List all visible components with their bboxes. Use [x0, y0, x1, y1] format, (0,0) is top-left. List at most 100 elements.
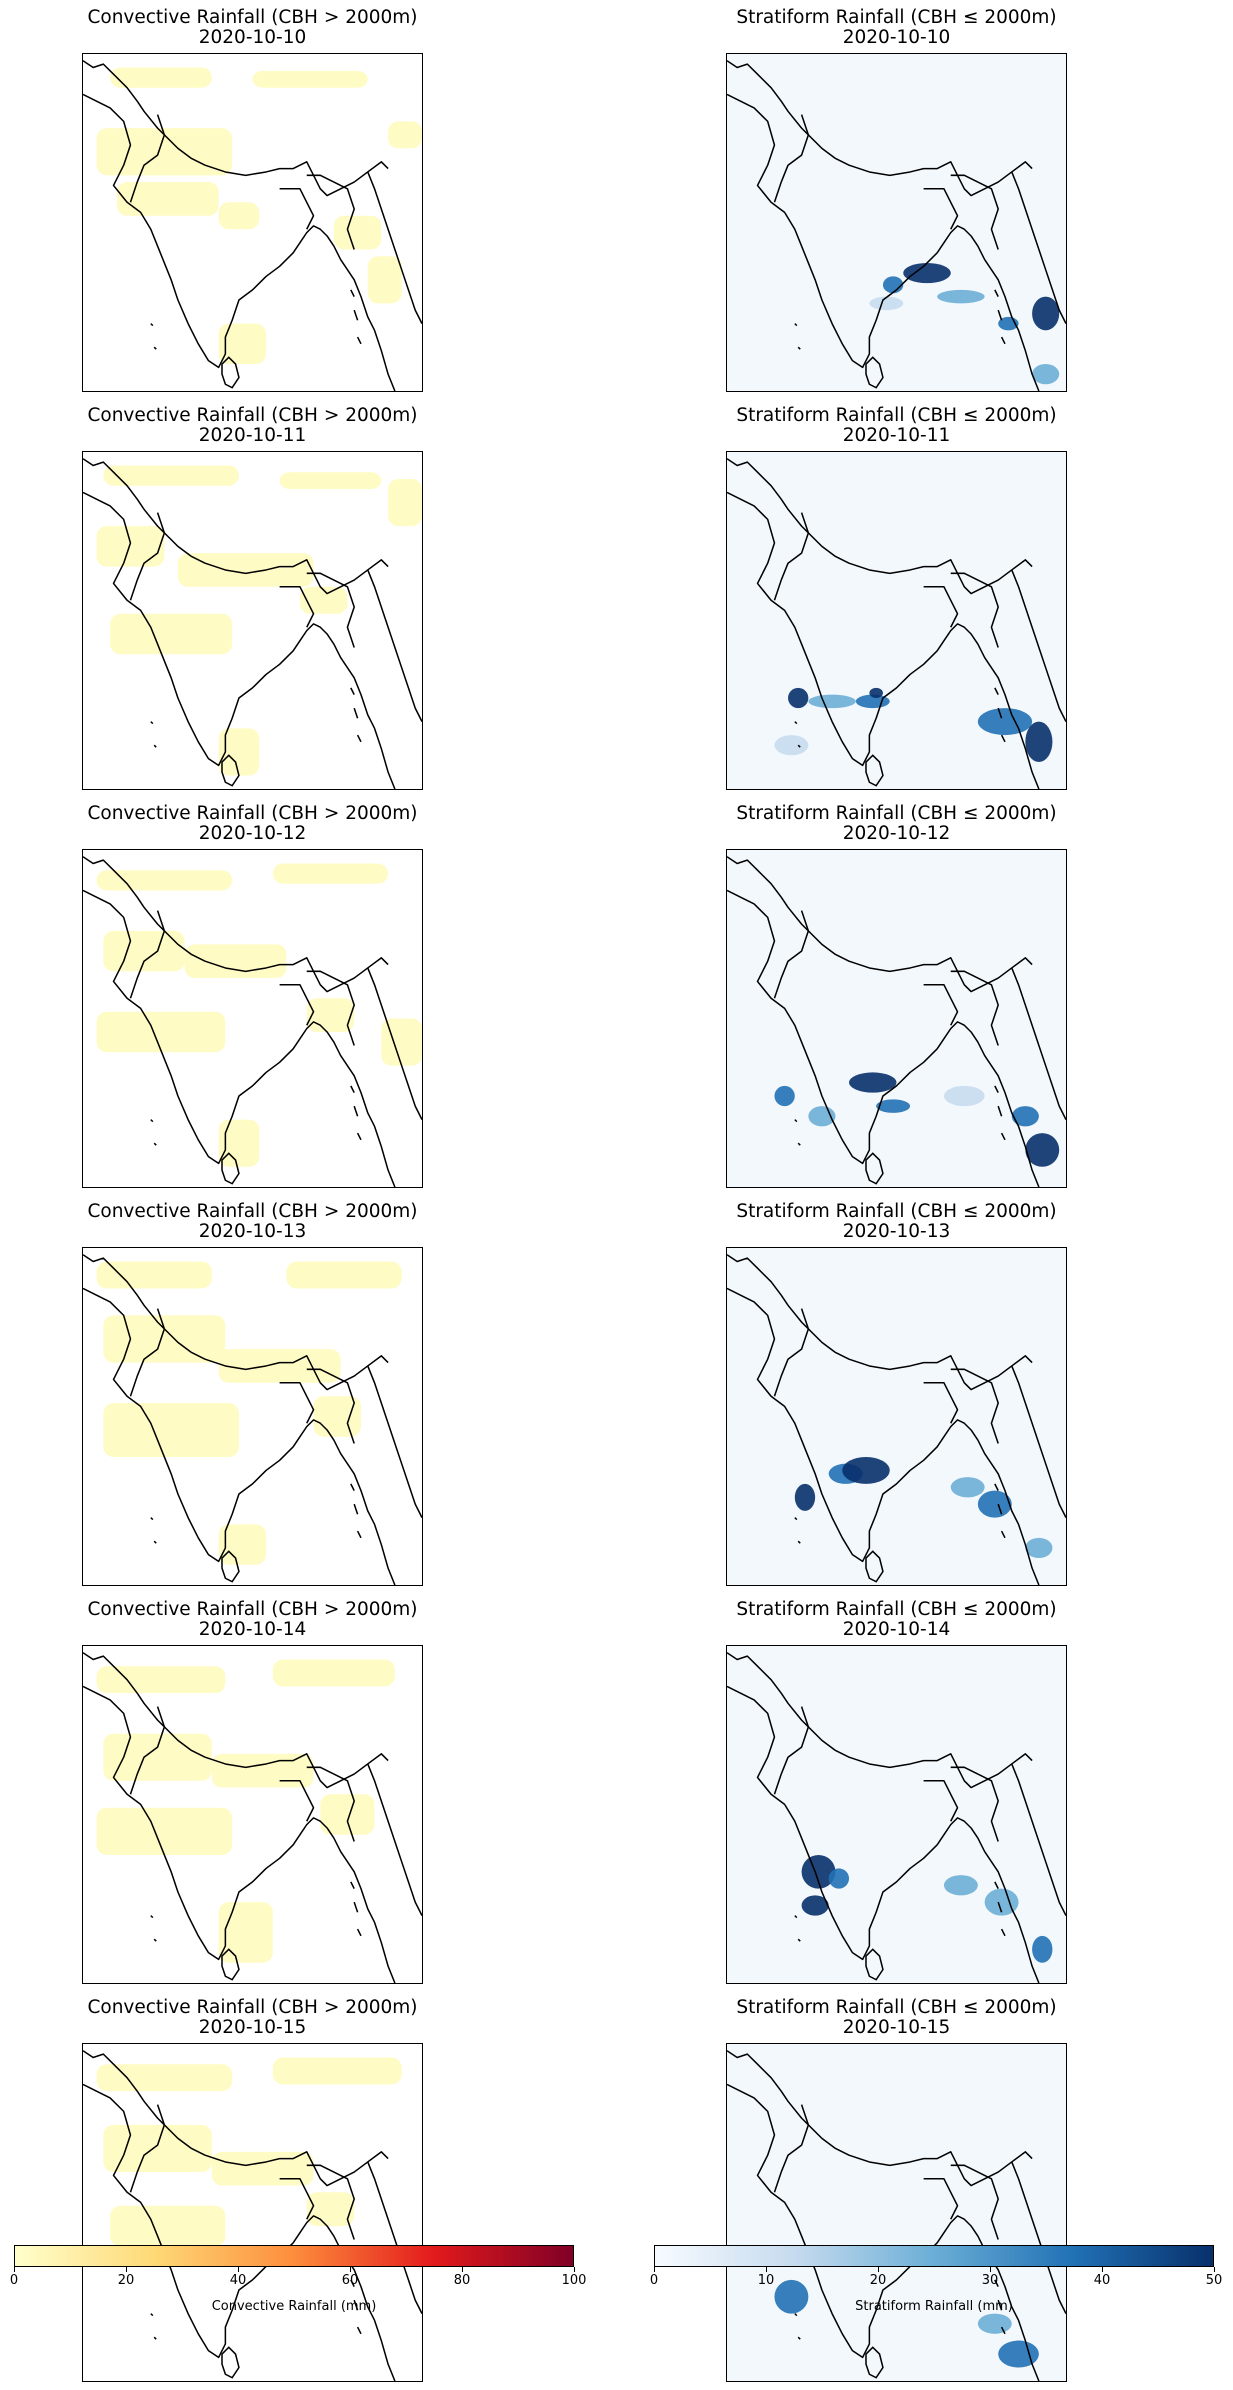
island-marks [794, 2279, 1006, 2340]
panel-title: Convective Rainfall (CBH > 2000m) 2020-10… [43, 1202, 463, 1242]
panel-date: 2020-10-14 [198, 1619, 307, 1640]
convective-colorbar-tick-label: 80 [453, 2273, 471, 2288]
panel-title: Convective Rainfall (CBH > 2000m) 2020-10… [43, 804, 463, 844]
island-marks [794, 1483, 1006, 1544]
country-border [727, 1254, 1033, 1391]
country-border [923, 984, 959, 1026]
country-border [83, 856, 389, 993]
convective-rainfall-map [82, 849, 423, 1188]
convective-rain-area [218, 1119, 260, 1167]
country-border [727, 1652, 1033, 1789]
country-border [773, 1706, 810, 1795]
country-border [367, 2161, 422, 2314]
coastline [727, 93, 1040, 391]
stratiform-colorbar-tick-label: 10 [757, 2273, 775, 2288]
convective-rain-area [306, 2192, 355, 2226]
map-svg [83, 2044, 422, 2381]
map-svg [727, 850, 1066, 1187]
map-svg [727, 1248, 1066, 1585]
country-border [279, 2178, 315, 2220]
convective-rain-area [218, 728, 260, 776]
sri-lanka-outline [221, 754, 240, 787]
convective-rain-area [333, 215, 382, 250]
map-svg [83, 452, 422, 789]
panel-title: Convective Rainfall (CBH > 2000m) 2020-10… [43, 1600, 463, 1640]
stratiform-colorbar-tickmark [654, 2267, 655, 2272]
sri-lanka-outline [865, 1152, 884, 1185]
stratiform-rain-area [1032, 364, 1060, 385]
island-marks [794, 1881, 1006, 1942]
convective-rainfall-map [82, 53, 423, 392]
country-border [727, 2050, 1033, 2187]
stratiform-rain-area [774, 735, 809, 756]
panel-date: 2020-10-10 [198, 27, 307, 48]
country-border [129, 910, 166, 999]
stratiform-rain-area [943, 1875, 978, 1896]
stratiform-colorbar-tick-label: 50 [1205, 2273, 1223, 2288]
convective-colorbar-tickmark [14, 2267, 15, 2272]
convective-rain-area [218, 1524, 267, 1565]
convective-colorbar-tick-label: 100 [561, 2273, 587, 2288]
stratiform-rain-area [903, 262, 951, 284]
island-marks [794, 289, 1006, 350]
country-border [1011, 967, 1066, 1120]
coastline [727, 1685, 1040, 1983]
country-border [129, 512, 166, 601]
sri-lanka-outline [865, 1550, 884, 1583]
panel-title: Convective Rainfall (CBH > 2000m) 2020-10… [43, 406, 463, 446]
sri-lanka-outline [865, 356, 884, 389]
map-svg [83, 1646, 422, 1983]
island-marks [150, 2279, 362, 2340]
sri-lanka-outline [221, 2346, 240, 2379]
convective-rain-area [388, 478, 422, 527]
panel-date: 2020-10-12 [198, 823, 307, 844]
stratiform-rain-area [1032, 1935, 1053, 1963]
country-border [306, 970, 355, 1046]
map-svg [83, 54, 422, 391]
panel-title-text: Stratiform Rainfall (CBH ≤ 2000m) [736, 1997, 1057, 2018]
coastline [83, 491, 396, 789]
stratiform-rain-area [801, 1895, 829, 1916]
stratiform-rain-area [1025, 721, 1053, 763]
panel-date: 2020-10-10 [842, 27, 951, 48]
sri-lanka-outline [865, 1948, 884, 1981]
stratiform-rain-area [849, 1072, 897, 1093]
stratiform-rain-area [794, 1483, 816, 1511]
stratiform-colorbar-tick-label: 40 [1093, 2273, 1111, 2288]
stratiform-rainfall-map [726, 1247, 1067, 1586]
panel-date: 2020-10-15 [842, 2017, 951, 2038]
country-border [1011, 569, 1066, 722]
country-border [367, 569, 422, 722]
coastline [83, 889, 396, 1187]
country-border [129, 1706, 166, 1795]
convective-colorbar-tick-label: 60 [341, 2273, 359, 2288]
country-border [923, 586, 959, 628]
convective-rain-area [286, 1261, 402, 1289]
convective-colorbar-tick-label: 20 [117, 2273, 135, 2288]
convective-rainfall-map [82, 2043, 423, 2382]
country-border [279, 586, 315, 628]
stratiform-colorbar-tickmark [1214, 2267, 1215, 2272]
convective-rain-area [103, 465, 239, 486]
island-marks [150, 1483, 362, 1544]
convective-colorbar-tick-label: 40 [229, 2273, 247, 2288]
convective-rain-area [103, 1403, 239, 1457]
country-border [367, 967, 422, 1120]
map-background [727, 2044, 1066, 2381]
convective-rain-area [218, 1902, 273, 1963]
sri-lanka-outline [865, 2346, 884, 2379]
stratiform-rain-area [801, 1854, 836, 1889]
convective-rain-area [218, 1349, 341, 1383]
country-border [279, 188, 315, 230]
convective-rain-area [218, 202, 260, 230]
country-border [306, 2164, 355, 2240]
map-svg [727, 54, 1066, 391]
convective-rain-area [116, 182, 219, 216]
convective-rain-area [96, 526, 165, 567]
panel-title-text: Convective Rainfall (CBH > 2000m) [87, 7, 418, 28]
convective-rain-area [299, 586, 348, 614]
convective-rain-area [272, 863, 389, 884]
panel-date: 2020-10-11 [198, 425, 307, 446]
convective-colorbar-tickmark [462, 2267, 463, 2272]
country-border [773, 114, 810, 203]
